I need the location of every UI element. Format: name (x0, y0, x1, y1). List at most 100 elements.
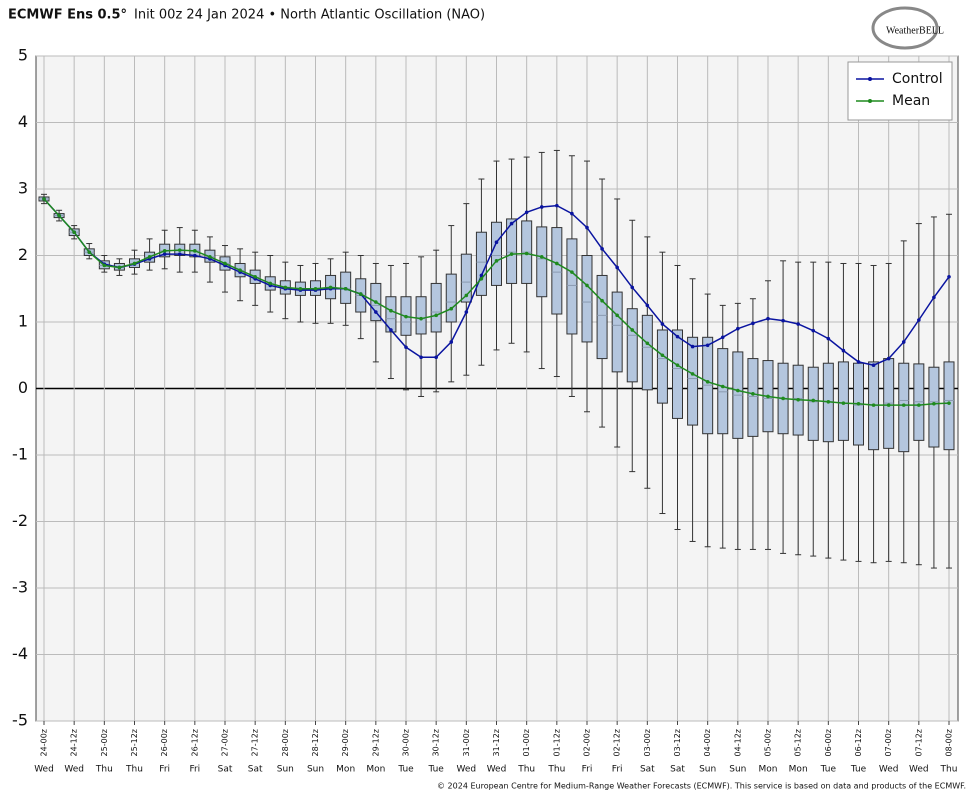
day-label: Thu (547, 765, 565, 775)
series-point (751, 392, 755, 396)
series-point (147, 255, 152, 259)
box (626, 308, 638, 383)
y-tick-label: -5 (12, 711, 28, 730)
box (581, 255, 593, 343)
series-point (72, 230, 76, 235)
series-point (901, 340, 906, 344)
y-tick-label: 1 (18, 312, 28, 331)
series-point (464, 310, 469, 314)
series-point (223, 261, 227, 266)
series-point (509, 252, 514, 256)
series-point (796, 322, 800, 326)
series-point (434, 313, 438, 318)
x-tick-label: 05-12z (794, 729, 803, 756)
day-label: Tue (427, 765, 444, 775)
series-point (479, 276, 484, 281)
box (928, 366, 940, 448)
box (672, 329, 683, 419)
series-point (494, 259, 499, 263)
box (596, 274, 608, 360)
day-label: Sun (699, 765, 716, 775)
day-label: Sat (248, 765, 263, 775)
series-point (389, 328, 393, 332)
series-point (374, 310, 378, 314)
series-point (630, 328, 635, 332)
day-label: Mon (759, 765, 778, 775)
series-point (766, 316, 770, 321)
series-point (494, 240, 499, 244)
series-point (87, 250, 92, 254)
box (460, 253, 472, 303)
x-tick-label: 30-00z (402, 729, 411, 756)
series-point (917, 403, 921, 407)
x-tick-label: 02-00z (583, 729, 592, 756)
series-point (419, 355, 423, 360)
box (641, 314, 653, 391)
box (551, 227, 563, 315)
x-tick-label: 07-00z (884, 729, 893, 756)
series-point (434, 355, 438, 360)
legend-swatch-point (868, 77, 872, 81)
series-point (841, 348, 846, 353)
series-point (177, 248, 182, 252)
series-point (464, 293, 469, 298)
x-tick-label: 24-00z (40, 729, 49, 756)
series-point (736, 388, 740, 393)
series-point (177, 252, 182, 256)
box (536, 226, 548, 298)
box (385, 296, 397, 333)
box (491, 221, 502, 286)
series-point (660, 322, 665, 326)
x-tick-label: 07-12z (914, 729, 923, 756)
x-tick-label: 04-12z (733, 729, 742, 756)
day-label: Wed (879, 765, 899, 775)
series-point (449, 306, 454, 311)
series-point (856, 401, 861, 406)
box (898, 362, 910, 453)
series-point (886, 356, 891, 361)
x-tick-label: 28-00z (281, 729, 290, 756)
x-tick-label: 27-00z (221, 729, 230, 756)
series-point (871, 363, 876, 368)
day-label: Thu (125, 765, 143, 775)
day-label: Tue (850, 765, 867, 775)
series-point (419, 316, 423, 321)
series-point (811, 328, 816, 333)
day-label: Wed (457, 765, 477, 775)
day-label: Mon (366, 765, 385, 775)
series-point (615, 265, 619, 270)
series-point (660, 353, 665, 358)
y-tick-label: 2 (18, 245, 28, 264)
series-point (57, 213, 61, 218)
series-point (901, 403, 906, 407)
box (611, 291, 623, 373)
series-point (539, 205, 544, 209)
series-point (404, 314, 408, 319)
x-tick-label: 31-12z (492, 729, 501, 756)
day-label: Fri (159, 765, 170, 775)
series-point (675, 363, 680, 368)
day-label: Fri (582, 765, 593, 775)
series-point (630, 285, 635, 290)
y-tick-label: 4 (18, 112, 28, 131)
day-label: Thu (940, 765, 958, 775)
box (943, 361, 955, 451)
series-point (600, 247, 604, 251)
series-point (615, 313, 619, 318)
day-label: Thu (95, 765, 113, 775)
series-point (193, 253, 197, 258)
x-tick-label: 25-00z (100, 729, 109, 756)
series-point (313, 286, 318, 291)
series-point (690, 372, 695, 376)
series-point (856, 360, 861, 364)
y-tick-label: -3 (12, 578, 28, 597)
series-point (796, 398, 800, 402)
series-point (162, 252, 167, 256)
series-point (826, 336, 831, 341)
day-label: Sun (277, 765, 294, 775)
y-tick-label: -4 (12, 644, 28, 663)
y-tick-label: -2 (12, 511, 28, 530)
day-label: Mon (336, 765, 355, 775)
series-point (42, 197, 46, 201)
